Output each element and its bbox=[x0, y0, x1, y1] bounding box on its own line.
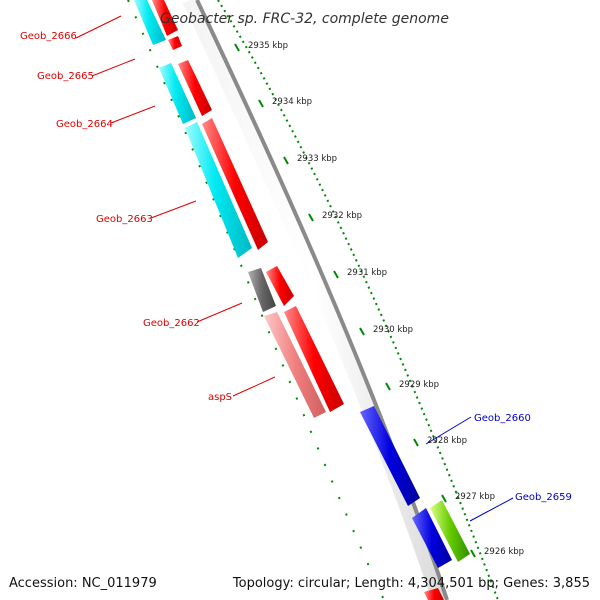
kbp-label: 2933 kbp bbox=[297, 154, 337, 164]
gene-geob-2664[interactable] bbox=[185, 122, 252, 258]
backbone-band bbox=[182, 0, 448, 600]
red-leader-lines bbox=[75, 15, 276, 397]
kbp-label: 2935 kbp bbox=[248, 41, 288, 51]
accession-text: Accession: NC_011979 bbox=[9, 576, 157, 591]
kbp-tick bbox=[359, 327, 365, 336]
label-asps: aspS bbox=[208, 392, 232, 403]
kbp-tick bbox=[283, 156, 289, 165]
label-geob-2665: Geob_2665 bbox=[37, 71, 94, 82]
kbp-label: 2931 kbp bbox=[347, 268, 387, 278]
gene-fwd-5[interactable] bbox=[266, 266, 294, 306]
kbp-label: 2934 kbp bbox=[272, 97, 312, 107]
kbp-tick bbox=[234, 43, 240, 52]
gene-asps[interactable] bbox=[264, 312, 326, 418]
gene-geob-2660[interactable] bbox=[360, 406, 420, 506]
backbone-line bbox=[195, 0, 449, 600]
kbp-tick bbox=[441, 494, 447, 503]
label-geob-2660: Geob_2660 bbox=[474, 413, 531, 424]
kbp-label: 2930 kbp bbox=[373, 325, 413, 335]
kbp-tick bbox=[385, 382, 391, 391]
scale-track-outer bbox=[217, 0, 499, 600]
kbp-tick bbox=[413, 438, 419, 447]
gene-fwd-3[interactable] bbox=[178, 60, 212, 116]
gene-geob-2665[interactable] bbox=[159, 63, 196, 124]
topology-text: Topology: circular; Length: 4,304,501 bp… bbox=[232, 576, 590, 591]
kbp-label: 2926 kbp bbox=[484, 547, 524, 557]
kbp-label: 2927 kbp bbox=[455, 492, 495, 502]
kbp-labels: 2935 kbp 2934 kbp 2933 kbp 2932 kbp 2931 kbp… bbox=[248, 41, 524, 557]
gene-fwd-2[interactable] bbox=[168, 36, 182, 50]
label-geob-2664: Geob_2664 bbox=[56, 119, 113, 130]
gene-blue-2[interactable] bbox=[412, 508, 452, 568]
gene-fwd-4[interactable] bbox=[202, 118, 268, 250]
gene-fwd-1[interactable] bbox=[152, 0, 178, 36]
kbp-tick bbox=[258, 99, 264, 108]
blue-leader-lines bbox=[425, 416, 514, 522]
kbp-label: 2928 kbp bbox=[427, 436, 467, 446]
scale-ticks bbox=[234, 43, 476, 558]
gene-geob-2666[interactable] bbox=[134, 0, 166, 45]
tick-track-inner bbox=[127, 0, 385, 600]
gene-fwd-6[interactable] bbox=[284, 306, 344, 412]
label-geob-2659: Geob_2659 bbox=[515, 492, 572, 503]
gene-geob-2662[interactable] bbox=[248, 268, 276, 312]
gene-geob-2659[interactable] bbox=[430, 500, 470, 562]
label-geob-2666: Geob_2666 bbox=[20, 31, 77, 42]
kbp-tick bbox=[470, 549, 476, 558]
kbp-tick bbox=[308, 213, 314, 222]
kbp-label: 2929 kbp bbox=[399, 380, 439, 390]
kbp-label: 2932 kbp bbox=[322, 211, 362, 221]
label-geob-2663: Geob_2663 bbox=[96, 214, 153, 225]
kbp-tick bbox=[333, 270, 339, 279]
map-title: Geobacter sp. FRC-32, complete genome bbox=[160, 11, 449, 27]
gene-red-bottom[interactable] bbox=[424, 588, 444, 600]
label-geob-2662: Geob_2662 bbox=[143, 318, 200, 329]
